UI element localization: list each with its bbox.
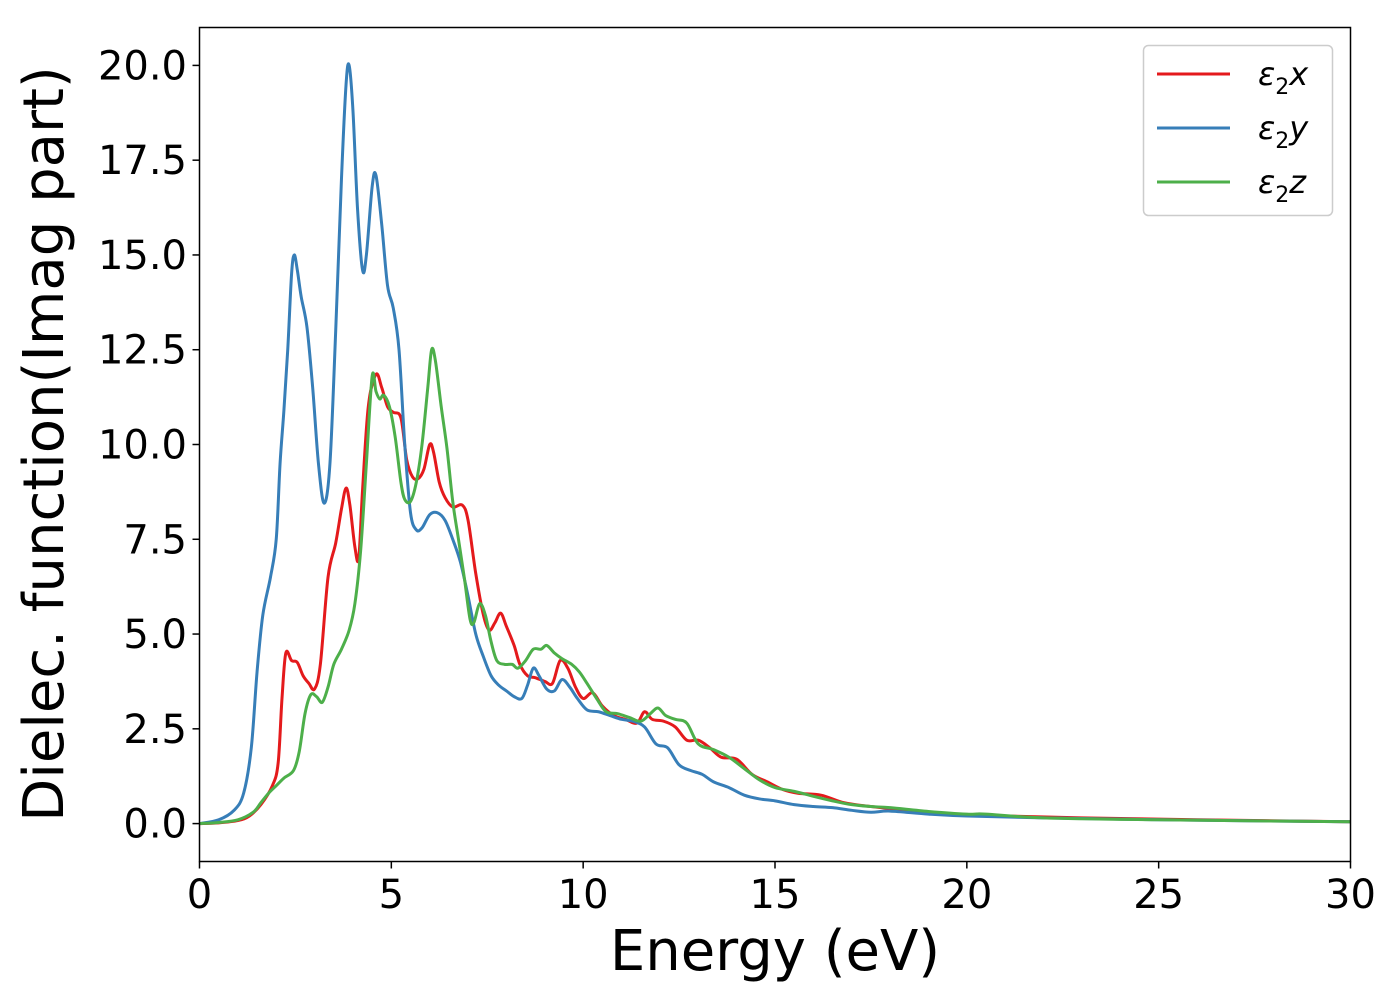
x-tick-label: 30	[1325, 872, 1376, 918]
x-axis: 0 5 10 15 20 25 30	[187, 861, 1376, 918]
x-tick-label: 15	[750, 872, 801, 918]
x-axis-label: Energy (eV)	[610, 919, 940, 984]
legend-label-x: ε2x	[1258, 55, 1309, 100]
legend: ε2x ε2y ε2z	[1142, 44, 1334, 217]
y-axis: 0.0 2.5 5.0 7.5 10.0 12.5 15.0 17.5 20.0	[98, 43, 200, 848]
x-tick-label: 5	[379, 872, 404, 918]
series-line-x	[199, 372, 1351, 826]
y-tick-label: 2.5	[123, 707, 187, 753]
y-tick-label: 12.5	[98, 328, 187, 374]
x-tick-label: 20	[941, 872, 992, 918]
y-axis-label: Dielec. function(Imag part)	[12, 66, 77, 822]
legend-label-z: ε2z	[1258, 163, 1307, 208]
y-tick-label: 17.5	[98, 138, 187, 184]
y-tick-label: 7.5	[123, 517, 187, 563]
y-tick-label: 10.0	[98, 423, 187, 469]
y-tick-label: 15.0	[98, 233, 187, 279]
y-tick-label: 20.0	[98, 43, 187, 89]
x-tick-label: 0	[187, 872, 212, 918]
series-line-y	[199, 62, 1351, 826]
x-tick-label: 10	[558, 872, 609, 918]
legend-box	[1142, 44, 1334, 217]
y-tick-label: 5.0	[123, 612, 187, 658]
x-tick-label: 25	[1133, 872, 1184, 918]
legend-label-y: ε2y	[1258, 109, 1309, 154]
series-line-z	[199, 346, 1351, 826]
y-tick-label: 0.0	[123, 802, 187, 848]
plot-lines	[199, 62, 1351, 826]
